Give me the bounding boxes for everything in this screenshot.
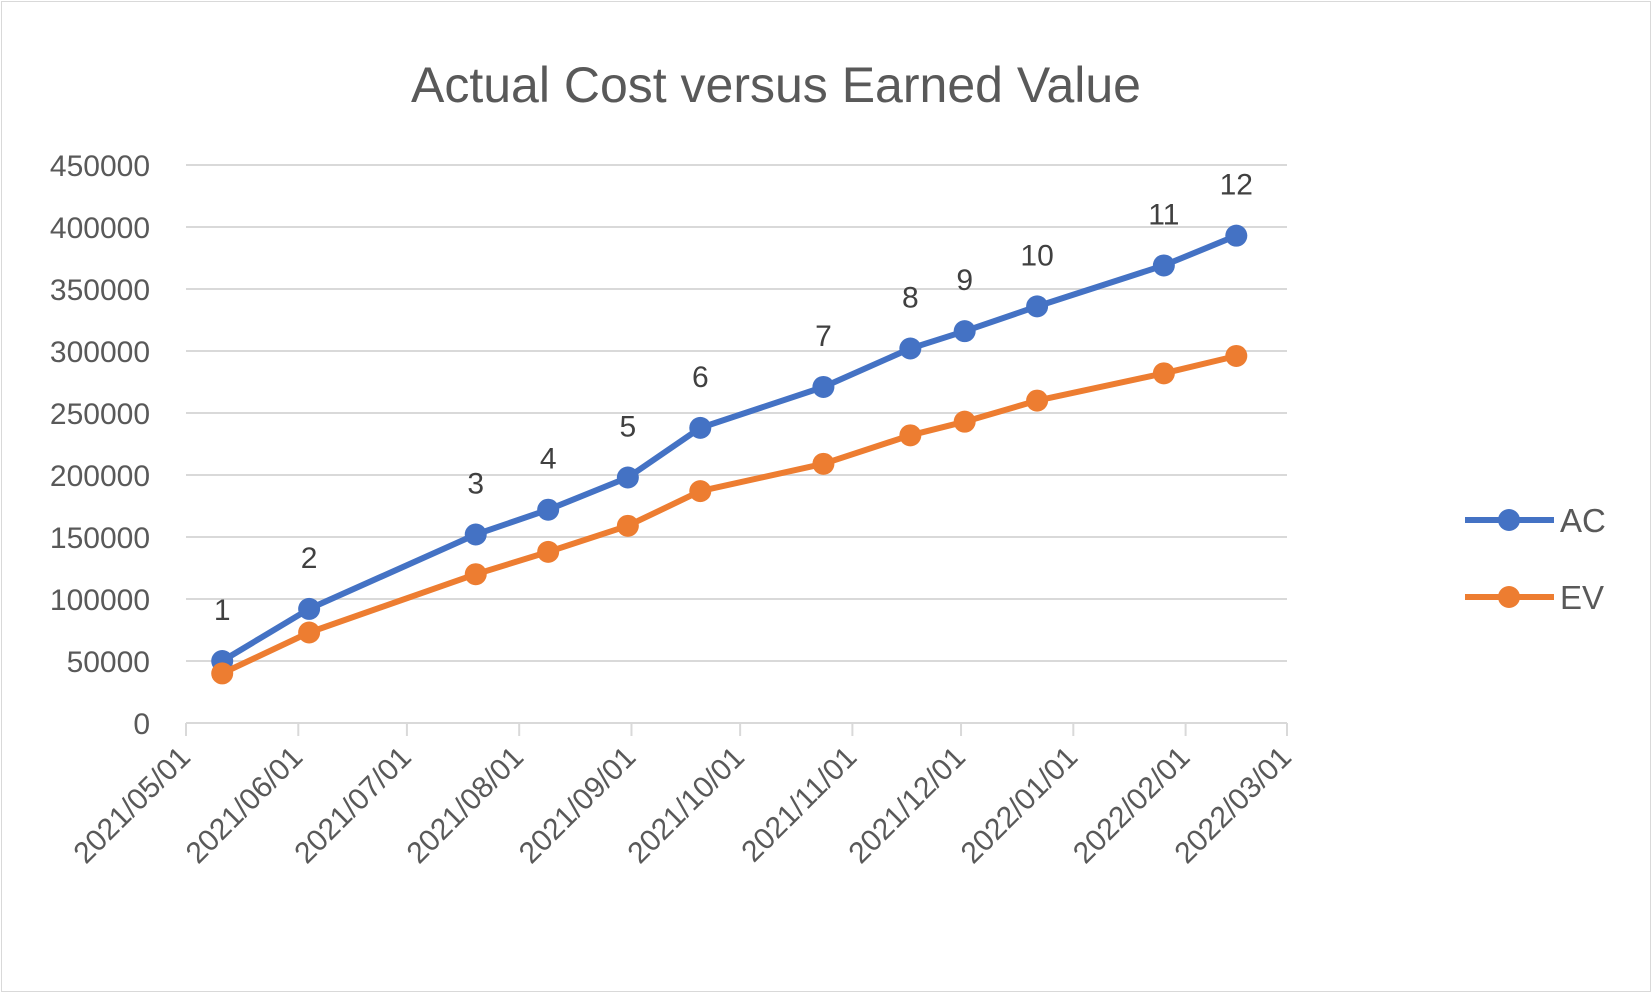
data-label: 1	[214, 594, 231, 627]
y-tick-label: 300000	[50, 336, 150, 369]
legend-label-ev: EV	[1560, 579, 1604, 616]
data-label: 8	[902, 282, 919, 315]
x-tick-label: 2021/05/01	[67, 741, 197, 871]
data-point-ev	[537, 540, 560, 563]
y-tick-label: 100000	[50, 584, 150, 617]
data-point-ev	[689, 480, 712, 503]
y-tick-label: 50000	[67, 646, 150, 679]
data-point-ev	[616, 514, 639, 537]
data-label: 7	[815, 320, 832, 353]
data-label: 6	[692, 361, 709, 394]
data-label: 2	[301, 542, 318, 575]
legend-marker-ev	[1498, 586, 1520, 608]
y-tick-label: 400000	[50, 212, 150, 245]
axes: 0 50000 100000 150000 200000 250000 300000 3500…	[50, 150, 1298, 870]
data-point-ac	[953, 320, 976, 343]
y-tick-label: 450000	[50, 150, 150, 183]
data-point-ev	[1225, 344, 1248, 367]
data-point-ac	[1225, 224, 1248, 247]
data-label: 4	[540, 443, 557, 476]
data-label: 12	[1220, 169, 1253, 202]
data-label: 5	[620, 410, 637, 443]
x-tick-label: 2021/06/01	[180, 741, 310, 871]
data-label: 3	[467, 468, 484, 501]
y-tick-label: 200000	[50, 460, 150, 493]
data-point-ac	[298, 597, 321, 620]
data-point-ac	[1026, 295, 1049, 318]
chart-title: Actual Cost versus Earned Value	[411, 57, 1141, 113]
data-point-ac	[537, 498, 560, 521]
data-point-ac	[812, 375, 835, 398]
y-tick-label: 0	[133, 708, 150, 741]
legend-marker-ac	[1498, 509, 1520, 531]
data-point-ev	[1026, 389, 1049, 412]
series-line-ev	[219, 353, 1240, 677]
data-point-ev	[464, 563, 487, 586]
series-line-ac	[219, 232, 1240, 664]
y-tick-label: 250000	[50, 398, 150, 431]
x-tick-label: 2021/09/01	[513, 741, 643, 871]
data-label: 11	[1148, 198, 1179, 231]
data-point-ev	[953, 410, 976, 433]
data-label: 10	[1020, 239, 1053, 272]
data-point-ac	[464, 523, 487, 546]
legend: AC EV	[1465, 502, 1606, 616]
x-tick-label: 2021/08/01	[401, 741, 531, 871]
data-point-ev	[899, 424, 922, 447]
series-lines	[211, 224, 1248, 685]
data-point-ac	[1152, 254, 1175, 277]
x-tick-label: 2021/07/01	[288, 741, 418, 871]
data-point-ev	[298, 621, 321, 644]
y-tick-label: 150000	[50, 522, 150, 555]
data-point-ac	[689, 416, 712, 439]
x-tick-label: 2022/01/01	[955, 741, 1085, 871]
x-tick-label: 2021/12/01	[842, 741, 972, 871]
y-tick-label: 350000	[50, 274, 150, 307]
data-point-ac	[616, 466, 639, 489]
data-point-ev	[211, 662, 234, 685]
data-point-ev	[1152, 362, 1175, 385]
legend-label-ac: AC	[1560, 502, 1606, 539]
x-tick-label: 2021/10/01	[622, 741, 752, 871]
data-label: 9	[956, 264, 973, 297]
data-point-ac	[899, 337, 922, 360]
data-point-ev	[812, 452, 835, 475]
